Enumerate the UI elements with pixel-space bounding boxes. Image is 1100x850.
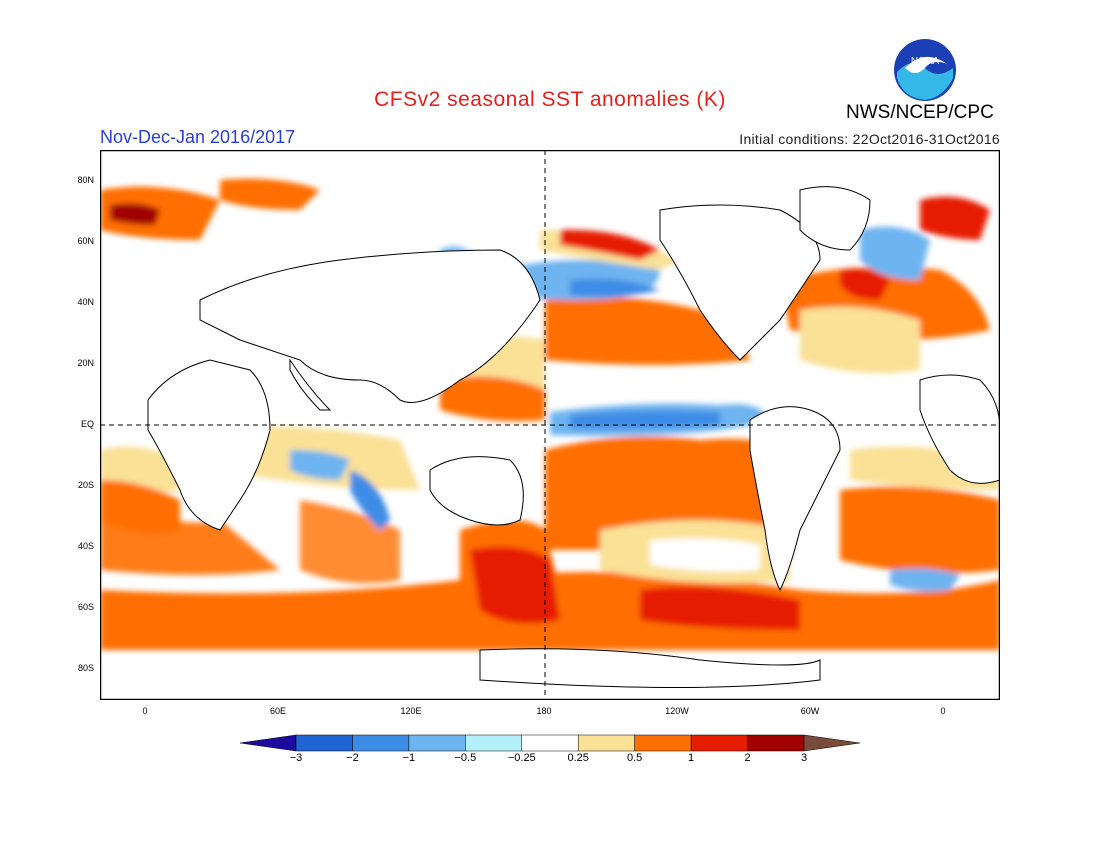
lat-label: 60N	[77, 236, 94, 246]
colorbar-swatch	[465, 734, 523, 752]
colorbar-swatch	[634, 734, 692, 752]
lat-label: 40S	[77, 541, 94, 551]
chart-title: CFSv2 seasonal SST anomalies (K)	[374, 88, 726, 111]
lat-label: 80N	[77, 175, 94, 185]
colorbar-label: 1	[688, 752, 695, 764]
colorbar-label: −3	[289, 752, 303, 764]
lon-label: 0	[940, 706, 946, 716]
colorbar-min-arrow	[240, 734, 297, 752]
colorbar-label: −0.25	[507, 752, 536, 764]
lat-label: 80S	[77, 663, 94, 673]
colorbar-label: −2	[346, 752, 359, 764]
colorbar-swatch	[295, 734, 353, 752]
map-frame	[100, 150, 1000, 700]
colorbar-label: 0.5	[627, 752, 643, 764]
lat-label: EQ	[80, 419, 94, 429]
anomaly-field	[100, 178, 1000, 650]
lon-label: 60W	[800, 706, 820, 716]
noaa-logo-text: NOAA	[911, 56, 940, 67]
agency-label: NWS/NCEP/CPC	[846, 102, 994, 123]
lat-label: 20N	[77, 358, 94, 368]
lon-label: 0	[142, 706, 148, 716]
colorbar-label: −1	[402, 752, 416, 764]
colorbar	[240, 734, 860, 752]
colorbar-swatch	[747, 734, 805, 752]
initial-conditions: Initial conditions: 22Oct2016-31Oct2016	[739, 131, 1000, 147]
lon-label: 60E	[269, 706, 286, 716]
colorbar-swatch	[521, 734, 579, 752]
lat-label: 60S	[77, 602, 94, 612]
colorbar-swatch	[577, 734, 635, 752]
lat-label: 40N	[77, 297, 94, 307]
colorbar-swatch	[352, 734, 410, 752]
lon-label: 180	[536, 706, 552, 716]
forecast-period: Nov-Dec-Jan 2016/2017	[100, 127, 296, 147]
colorbar-swatch	[690, 734, 748, 752]
land-masses	[147, 186, 1000, 688]
colorbar-label: −0.5	[454, 752, 477, 764]
colorbar-max-arrow	[803, 734, 860, 752]
sst-anomaly-map	[100, 150, 1000, 700]
lon-label: 120E	[400, 706, 422, 716]
colorbar-label: 3	[800, 752, 808, 764]
colorbar-swatch	[408, 734, 466, 752]
colorbar-label: 0.25	[567, 752, 589, 764]
lon-label: 120W	[665, 706, 689, 716]
colorbar-label: 2	[744, 752, 751, 764]
noaa-logo: NOAA	[894, 39, 956, 101]
lat-label: 20S	[77, 480, 94, 490]
